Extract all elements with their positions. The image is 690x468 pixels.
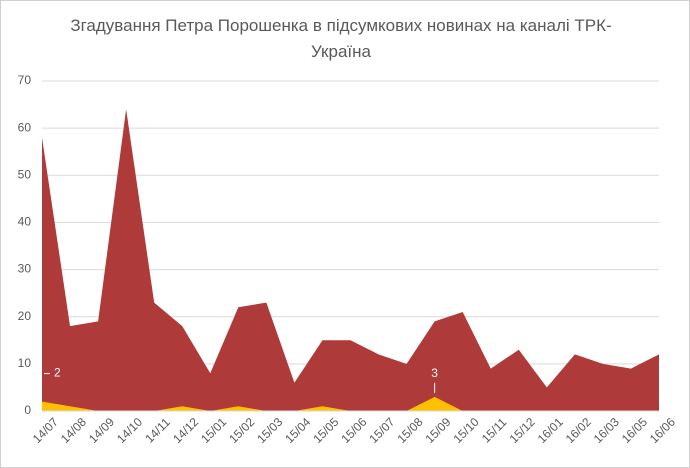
x-tick-label: 16/06 [647, 415, 678, 446]
x-tick-label: 14/09 [86, 415, 117, 446]
y-tick-label: 70 [18, 73, 32, 87]
x-tick-label: 14/11 [142, 415, 173, 446]
x-tick-label: 15/08 [394, 415, 425, 446]
x-tick-label: 14/12 [170, 415, 201, 446]
y-tick-label: 10 [18, 356, 32, 370]
chart-title: Згадування Петра Порошенка в підсумкових… [70, 16, 612, 61]
x-tick-label: 14/07 [30, 415, 61, 446]
x-tick-label: 16/05 [619, 415, 650, 446]
x-tick-label: 15/03 [254, 415, 285, 446]
x-tick-label: 15/10 [451, 415, 482, 446]
data-label: 2 [54, 366, 61, 380]
area [42, 109, 659, 412]
y-tick-label: 50 [18, 167, 32, 181]
x-tick-label: 15/01 [198, 415, 229, 446]
x-tick-label: 16/01 [535, 415, 566, 446]
x-tick-label: 15/09 [422, 415, 453, 446]
x-tick-label: 15/07 [366, 415, 397, 446]
x-tick-label: 15/04 [282, 415, 313, 446]
y-tick-label: 40 [18, 215, 32, 229]
y-tick-label: 30 [18, 262, 32, 276]
y-tick-label: 60 [18, 120, 32, 134]
x-tick-label: 14/10 [114, 415, 145, 446]
x-tick-label: 16/03 [591, 415, 622, 446]
x-tick-label: 15/11 [479, 415, 510, 446]
x-tick-label: 15/12 [507, 415, 538, 446]
data-label: 3 [431, 366, 438, 380]
x-tick-label: 15/05 [310, 415, 341, 446]
x-tick-label: 15/02 [226, 415, 257, 446]
x-tick-label: 14/08 [58, 415, 89, 446]
y-tick-label: 0 [24, 403, 31, 417]
x-tick-label: 16/02 [563, 415, 594, 446]
x-tick-label: 15/06 [338, 415, 369, 446]
y-tick-label: 20 [18, 309, 32, 323]
